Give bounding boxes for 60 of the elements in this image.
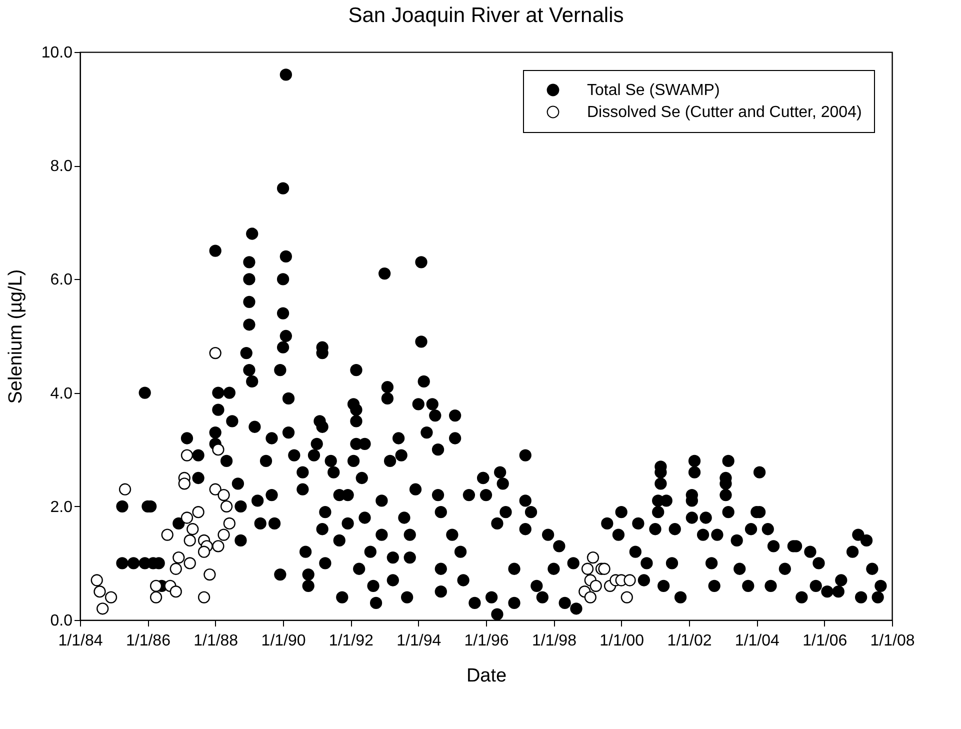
point — [180, 512, 194, 524]
point — [584, 591, 596, 604]
legend-label: Dissolved Se (Cutter and Cutter, 2004) — [587, 104, 862, 121]
point — [170, 586, 182, 598]
point — [220, 500, 233, 512]
point — [186, 523, 199, 536]
point — [624, 574, 636, 586]
x-tick-label: 1/1/00 — [600, 632, 644, 650]
point — [170, 562, 182, 575]
x-tick-label: 1/1/98 — [532, 632, 577, 650]
legend-label: Total Se (SWAMP) — [587, 82, 720, 99]
x-tick-label: 1/1/84 — [58, 632, 103, 650]
x-tick-label: 1/1/04 — [734, 632, 780, 650]
point — [212, 540, 224, 552]
y-axis-title: Selenium (µg/L) — [5, 269, 26, 404]
point — [118, 483, 132, 496]
point — [198, 546, 210, 558]
x-tick-label: 1/1/90 — [261, 632, 306, 650]
point — [184, 534, 196, 547]
point — [184, 557, 196, 570]
point — [180, 449, 194, 462]
y-tick-label: 6.0 — [50, 272, 73, 289]
point — [96, 602, 109, 615]
x-tick-label: 1/1/92 — [328, 632, 374, 650]
point — [218, 488, 230, 502]
point — [198, 591, 210, 604]
point — [150, 591, 162, 604]
x-tick-label: 1/1/06 — [802, 632, 848, 650]
chart-title: San Joaquin River at Vernalis — [348, 4, 624, 27]
x-tick-label: 1/1/08 — [870, 632, 915, 650]
y-tick-label: 10.0 — [41, 44, 73, 62]
point — [172, 551, 185, 564]
x-axis-title: Date — [466, 666, 507, 686]
point — [581, 562, 594, 575]
y-tick-label: 2.0 — [50, 498, 73, 516]
y-tick-label: 0.0 — [50, 612, 73, 630]
point — [209, 483, 222, 496]
point — [590, 580, 602, 592]
point — [212, 444, 224, 456]
point — [223, 517, 236, 530]
x-tick-label: 1/1/86 — [126, 632, 171, 650]
point — [620, 591, 633, 604]
point — [150, 580, 162, 592]
point — [94, 586, 106, 598]
point — [218, 528, 230, 541]
point — [178, 478, 190, 490]
x-tick-label: 1/1/88 — [194, 632, 238, 650]
point — [586, 551, 600, 564]
point — [104, 591, 118, 604]
y-tick-label: 4.0 — [50, 385, 73, 402]
point — [204, 568, 216, 581]
point — [161, 528, 174, 541]
x-tick-label: 1/1/96 — [464, 632, 509, 650]
point — [209, 346, 222, 360]
point — [192, 506, 204, 518]
point — [90, 574, 103, 586]
point — [598, 562, 610, 575]
x-tick-label: 1/1/94 — [396, 632, 442, 650]
y-tick-label: 8.0 — [50, 158, 73, 176]
x-tick-label: 1/1/02 — [667, 632, 712, 650]
